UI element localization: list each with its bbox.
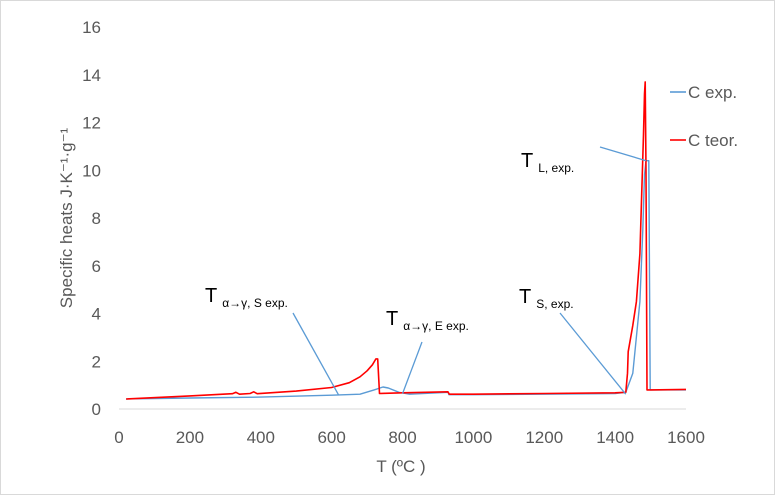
x-tick-label: 0 xyxy=(114,428,123,447)
x-tick-label: 1200 xyxy=(525,428,563,447)
x-tick-label: 1400 xyxy=(596,428,634,447)
x-tick-label: 600 xyxy=(317,428,345,447)
y-tick-labels: 0 2 4 6 8 10 12 14 16 xyxy=(82,18,101,419)
y-tick-label: 4 xyxy=(92,305,101,324)
y-tick-label: 2 xyxy=(92,352,101,371)
annotation-leader-line xyxy=(559,312,627,395)
y-tick-label: 6 xyxy=(92,257,101,276)
x-tick-label: 200 xyxy=(176,428,204,447)
series-line-c-exp xyxy=(126,160,686,400)
annotation-main: T xyxy=(519,286,531,308)
annotation-main: T xyxy=(386,308,398,330)
annotation-leader-line xyxy=(599,146,647,162)
y-tick-label: 16 xyxy=(82,18,101,37)
y-tick-label: 0 xyxy=(92,400,101,419)
annotation-label: T L, exp. xyxy=(521,150,574,175)
legend-label: C teor. xyxy=(688,131,738,150)
x-axis-title: T (ºC ) xyxy=(376,457,425,476)
series-lines xyxy=(126,81,687,400)
annotation-sub: L, exp. xyxy=(538,161,574,175)
annotation-sub: S, exp. xyxy=(536,297,573,311)
annotation-sub: α→γ, S exp. xyxy=(222,296,288,310)
legend-label: C exp. xyxy=(688,83,737,102)
x-tick-labels: 0 200 400 600 800 1000 1200 1400 1600 xyxy=(114,428,705,447)
annotation-sub: α→γ, E exp. xyxy=(403,319,469,333)
x-tick-label: 800 xyxy=(388,428,416,447)
annotation-leader-line xyxy=(401,341,423,394)
annotation-main: T xyxy=(521,150,533,172)
annotation-label: T S, exp. xyxy=(519,286,574,311)
x-tick-label: 400 xyxy=(247,428,275,447)
legend: C exp. C teor. xyxy=(670,83,738,150)
series-line-c-teor xyxy=(126,81,687,400)
annotation-leader-line xyxy=(292,312,340,396)
y-tick-label: 10 xyxy=(82,161,101,180)
y-tick-label: 14 xyxy=(82,66,101,85)
x-tick-label: 1000 xyxy=(454,428,492,447)
y-tick-label: 12 xyxy=(82,114,101,133)
y-axis-title: Specific heats J·K⁻¹·g⁻¹ xyxy=(57,127,76,308)
annotation-main: T xyxy=(205,285,217,307)
x-tick-label: 1600 xyxy=(667,428,705,447)
y-tick-label: 8 xyxy=(92,209,101,228)
